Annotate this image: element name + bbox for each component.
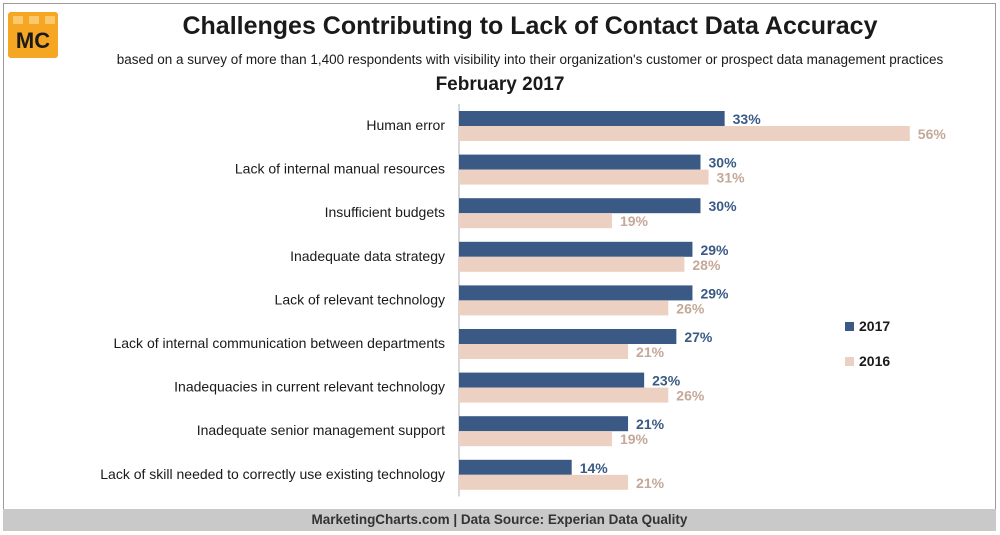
category-label: Inadequate data strategy <box>290 248 445 264</box>
bar-2016 <box>459 256 685 272</box>
marketingcharts-logo: MC <box>8 10 60 60</box>
data-label-2017: 14% <box>580 460 609 476</box>
data-label-2016: 19% <box>620 213 649 229</box>
bar-2017 <box>459 459 572 475</box>
bar-2017 <box>459 111 725 126</box>
data-label-2016: 19% <box>620 431 649 447</box>
category-label: Lack of relevant technology <box>275 291 445 307</box>
bar-2017 <box>459 241 693 257</box>
category-label: Inadequate senior management support <box>197 422 445 438</box>
data-label-2017: 23% <box>652 373 681 389</box>
chart-period: February 2017 <box>435 74 565 95</box>
data-label-2017: 29% <box>700 242 729 258</box>
data-label-2016: 56% <box>918 126 947 142</box>
bar-2016 <box>459 344 629 359</box>
data-label-2016: 31% <box>717 170 746 186</box>
legend-swatch-2016 <box>845 356 854 366</box>
bar-2017 <box>459 198 701 214</box>
category-label: Insufficient budgets <box>325 204 445 220</box>
bar-2016 <box>459 169 709 185</box>
legend-label-2017: 2017 <box>859 318 891 334</box>
bar-2017 <box>459 329 677 344</box>
footer-source: MarketingCharts.com | Data Source: Exper… <box>3 509 996 531</box>
chart-title: Challenges Contributing to Lack of Conta… <box>182 12 878 40</box>
data-label-2016: 26% <box>676 388 705 404</box>
data-label-2017: 27% <box>684 329 713 345</box>
legend-swatch-2017 <box>845 321 854 331</box>
legend-item-2017: 2017 <box>845 318 890 334</box>
bar-2017 <box>459 154 701 170</box>
bar-2016 <box>459 387 669 403</box>
category-label: Lack of internal manual resources <box>235 161 445 177</box>
data-label-2017: 21% <box>636 416 665 432</box>
data-label-2017: 29% <box>700 285 729 301</box>
data-label-2016: 21% <box>636 344 665 360</box>
logo-text: MC <box>16 28 50 53</box>
category-label: Human error <box>366 117 445 133</box>
data-label-2016: 21% <box>636 475 665 491</box>
bar-2016 <box>459 474 629 490</box>
bar-2016 <box>459 213 612 229</box>
data-label-2016: 28% <box>692 257 721 273</box>
data-label-2017: 33% <box>733 111 762 127</box>
data-label-2017: 30% <box>709 155 738 171</box>
bar-2016 <box>459 126 910 141</box>
chart-subtitle: based on a survey of more than 1,400 res… <box>116 52 944 67</box>
bar-2016 <box>459 431 612 447</box>
category-label: Lack of internal communication between d… <box>113 335 445 351</box>
data-label-2016: 26% <box>676 300 705 316</box>
bar-2017 <box>459 416 629 432</box>
bar-2016 <box>459 300 669 316</box>
bar-2017 <box>459 285 693 301</box>
bar-2017 <box>459 372 645 388</box>
legend-label-2016: 2016 <box>859 353 891 369</box>
data-label-2017: 30% <box>709 198 738 214</box>
legend-item-2016: 2016 <box>845 353 890 369</box>
category-label: Inadequacies in current relevant technol… <box>174 379 445 395</box>
category-label: Lack of skill needed to correctly use ex… <box>100 466 445 482</box>
